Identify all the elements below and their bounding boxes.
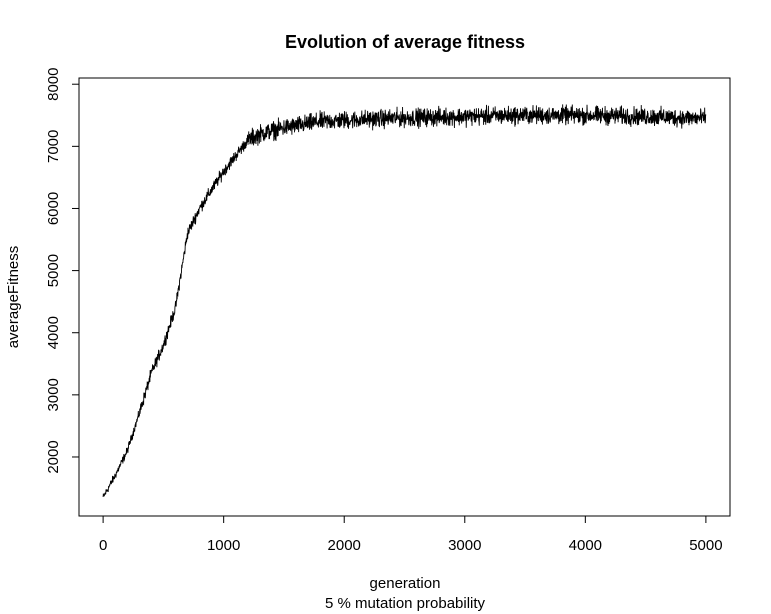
x-tick-label: 1000 bbox=[207, 537, 240, 554]
y-axis-label: averageFitness bbox=[5, 246, 22, 349]
y-axis: 2000 3000 4000 5000 6000 7000 8000 bbox=[45, 68, 80, 474]
y-tick-label: 8000 bbox=[45, 68, 62, 101]
y-tick-label: 6000 bbox=[45, 192, 62, 225]
x-tick-label: 2000 bbox=[328, 537, 361, 554]
y-tick-label: 5000 bbox=[45, 254, 62, 287]
x-tick-label: 5000 bbox=[689, 537, 722, 554]
y-tick-label: 7000 bbox=[45, 130, 62, 163]
x-tick-label: 3000 bbox=[448, 537, 481, 554]
x-axis-label: generation bbox=[370, 575, 441, 592]
y-tick-label: 3000 bbox=[45, 378, 62, 411]
x-axis-sublabel: 5 % mutation probability bbox=[325, 595, 486, 612]
x-axis: 0 1000 2000 3000 4000 5000 bbox=[99, 515, 723, 554]
x-tick-label: 0 bbox=[99, 537, 107, 554]
series-line bbox=[102, 104, 707, 498]
y-tick-label: 2000 bbox=[45, 440, 62, 473]
x-tick-label: 4000 bbox=[569, 537, 602, 554]
chart-title: Evolution of average fitness bbox=[285, 32, 525, 52]
y-tick-label: 4000 bbox=[45, 316, 62, 349]
